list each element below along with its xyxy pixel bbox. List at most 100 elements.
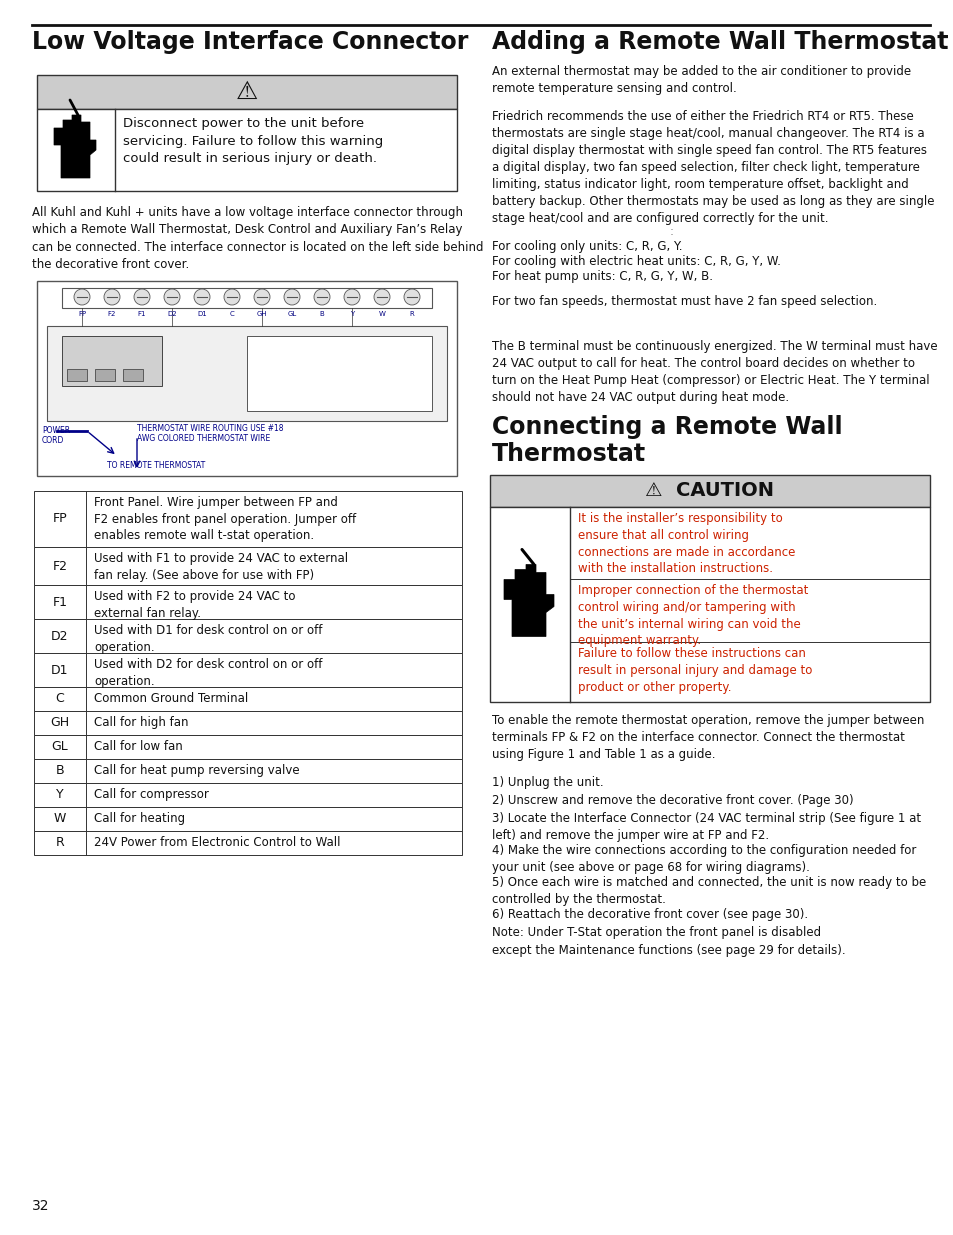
Text: Call for heating: Call for heating	[94, 811, 185, 825]
Text: Common Ground Terminal: Common Ground Terminal	[94, 692, 248, 705]
Text: Friedrich recommends the use of either the Friedrich RT4 or RT5. These
thermosta: Friedrich recommends the use of either t…	[492, 110, 934, 225]
Text: Call for compressor: Call for compressor	[94, 788, 209, 802]
Text: 4) Make the wire connections according to the configuration needed for
your unit: 4) Make the wire connections according t…	[492, 844, 916, 874]
Text: Call for high fan: Call for high fan	[94, 716, 189, 729]
Text: W: W	[378, 311, 385, 317]
Text: Failure to follow these instructions can
result in personal injury and damage to: Failure to follow these instructions can…	[578, 647, 812, 694]
Text: Note: Under T-Stat operation the front panel is disabled: Note: Under T-Stat operation the front p…	[492, 926, 821, 939]
Bar	[34, 735, 461, 760]
Text: ⚠: ⚠	[235, 80, 258, 104]
Text: It is the installer’s responsibility to
ensure that all control wiring
connectio: It is the installer’s responsibility to …	[578, 513, 795, 576]
Text: D1: D1	[197, 311, 207, 317]
Bar	[34, 547, 461, 585]
Circle shape	[193, 289, 210, 305]
Bar	[67, 369, 87, 382]
Text: 6) Reattach the decorative front cover (see page 30).: 6) Reattach the decorative front cover (…	[492, 908, 807, 921]
Text: F2: F2	[52, 559, 68, 573]
Text: FP: FP	[52, 513, 68, 526]
Text: Front Panel. Wire jumper between FP and
F2 enables front panel operation. Jumper: Front Panel. Wire jumper between FP and …	[94, 496, 355, 542]
Text: GH: GH	[51, 716, 70, 730]
Text: For heat pump units: C, R, G, Y, W, B.: For heat pump units: C, R, G, Y, W, B.	[492, 270, 712, 283]
Text: 1) Unplug the unit.: 1) Unplug the unit.	[492, 776, 603, 789]
Text: GL: GL	[287, 311, 296, 317]
Text: Connecting a Remote Wall
Thermostat: Connecting a Remote Wall Thermostat	[492, 415, 841, 466]
Circle shape	[374, 289, 390, 305]
Bar	[34, 492, 461, 547]
Text: ⚠  CAUTION: ⚠ CAUTION	[645, 482, 774, 500]
Bar	[47, 326, 447, 421]
Text: For cooling only units: C, R, G, Y.: For cooling only units: C, R, G, Y.	[492, 240, 681, 253]
Text: F1: F1	[137, 311, 146, 317]
Text: B: B	[55, 764, 64, 778]
Bar	[37, 282, 456, 475]
Bar	[95, 369, 115, 382]
Text: 24V Power from Electronic Control to Wall: 24V Power from Electronic Control to Wal…	[94, 836, 340, 848]
Bar	[34, 687, 461, 711]
Text: R: R	[409, 311, 414, 317]
Text: Y: Y	[56, 788, 64, 802]
Text: B: B	[319, 311, 324, 317]
Bar	[34, 806, 461, 831]
Text: Used with D1 for desk control on or off
operation.: Used with D1 for desk control on or off …	[94, 624, 322, 653]
Text: Call for low fan: Call for low fan	[94, 740, 183, 753]
Text: To enable the remote thermostat operation, remove the jumper between
terminals F: To enable the remote thermostat operatio…	[492, 714, 923, 761]
Text: All Kuhl and Kuhl + units have a low voltage interface connector through
which a: All Kuhl and Kuhl + units have a low vol…	[32, 206, 483, 272]
Bar	[34, 760, 461, 783]
Circle shape	[403, 289, 419, 305]
Circle shape	[133, 289, 150, 305]
Text: THERMOSTAT WIRE ROUTING USE #18
AWG COLORED THERMOSTAT WIRE: THERMOSTAT WIRE ROUTING USE #18 AWG COLO…	[137, 424, 283, 443]
Text: TO REMOTE THERMOSTAT: TO REMOTE THERMOSTAT	[107, 461, 205, 471]
Bar	[37, 75, 456, 109]
Polygon shape	[54, 115, 96, 178]
Text: Call for heat pump reversing valve: Call for heat pump reversing valve	[94, 764, 299, 777]
Text: FP: FP	[78, 311, 86, 317]
Bar	[247, 336, 432, 411]
Text: F2: F2	[108, 311, 116, 317]
Text: except the Maintenance functions (see page 29 for details).: except the Maintenance functions (see pa…	[492, 944, 844, 957]
Text: C: C	[55, 693, 64, 705]
Text: W: W	[53, 813, 66, 825]
Circle shape	[314, 289, 330, 305]
Text: C: C	[230, 311, 234, 317]
Bar	[34, 619, 461, 653]
Text: Low Voltage Interface Connector: Low Voltage Interface Connector	[32, 30, 468, 54]
Polygon shape	[503, 564, 554, 636]
Bar	[34, 783, 461, 806]
Text: The B terminal must be continuously energized. The W terminal must have
24 VAC o: The B terminal must be continuously ener…	[492, 340, 937, 404]
Circle shape	[104, 289, 120, 305]
Bar	[62, 336, 162, 387]
Circle shape	[253, 289, 270, 305]
Text: An external thermostat may be added to the air conditioner to provide
remote tem: An external thermostat may be added to t…	[492, 65, 910, 95]
Text: D1: D1	[51, 663, 69, 677]
Text: 5) Once each wire is matched and connected, the unit is now ready to be
controll: 5) Once each wire is matched and connect…	[492, 876, 925, 906]
Text: R: R	[55, 836, 64, 850]
Text: Used with F2 to provide 24 VAC to
external fan relay.: Used with F2 to provide 24 VAC to extern…	[94, 590, 295, 620]
Bar	[490, 508, 929, 701]
Text: D2: D2	[51, 630, 69, 642]
Text: 2) Unscrew and remove the decorative front cover. (Page 30): 2) Unscrew and remove the decorative fro…	[492, 794, 853, 806]
Bar	[34, 711, 461, 735]
Bar	[123, 369, 143, 382]
Circle shape	[224, 289, 240, 305]
Text: Disconnect power to the unit before
servicing. Failure to follow this warning
co: Disconnect power to the unit before serv…	[123, 117, 383, 165]
Text: For cooling with electric heat units: C, R, G, Y, W.: For cooling with electric heat units: C,…	[492, 254, 781, 268]
Text: 3) Locate the Interface Connector (24 VAC terminal strip (See figure 1 at
left) : 3) Locate the Interface Connector (24 VA…	[492, 811, 921, 842]
Text: F1: F1	[52, 595, 68, 609]
Text: POWER
CORD: POWER CORD	[42, 426, 71, 446]
Bar	[37, 109, 456, 191]
Text: D2: D2	[167, 311, 176, 317]
Bar	[490, 475, 929, 508]
Text: Used with D2 for desk control on or off
operation.: Used with D2 for desk control on or off …	[94, 658, 322, 688]
Circle shape	[344, 289, 359, 305]
Circle shape	[164, 289, 180, 305]
Text: GL: GL	[51, 741, 69, 753]
Bar	[34, 585, 461, 619]
Bar	[34, 653, 461, 687]
Text: For two fan speeds, thermostat must have 2 fan speed selection.: For two fan speeds, thermostat must have…	[492, 295, 877, 308]
Text: Adding a Remote Wall Thermostat: Adding a Remote Wall Thermostat	[492, 30, 947, 54]
Text: 32: 32	[32, 1199, 50, 1213]
Text: Improper connection of the thermostat
control wiring and/or tampering with
the u: Improper connection of the thermostat co…	[578, 584, 807, 647]
Circle shape	[74, 289, 90, 305]
Text: :: :	[669, 225, 673, 238]
Text: Y: Y	[350, 311, 354, 317]
